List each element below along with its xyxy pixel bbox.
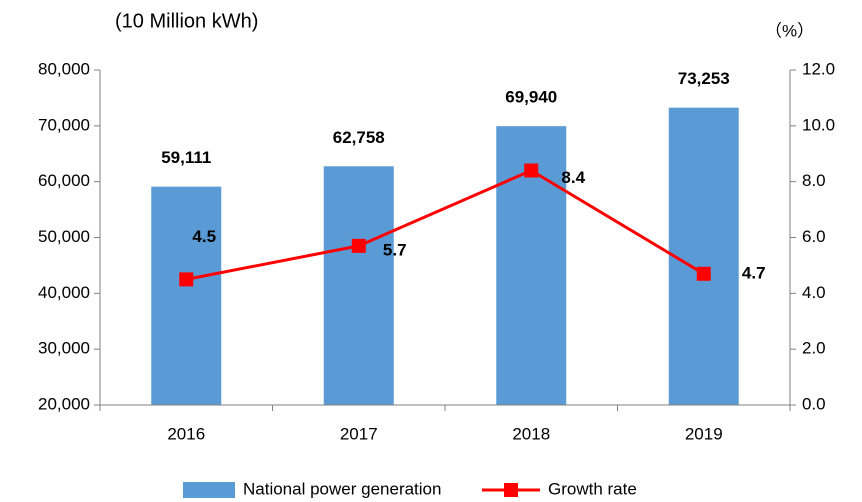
y-tick-label: 80,000 bbox=[38, 59, 90, 78]
y2-tick-label: 6.0 bbox=[802, 227, 826, 246]
x-tick-label: 2018 bbox=[512, 424, 550, 443]
y2-tick-label: 10.0 bbox=[802, 115, 835, 134]
legend-swatch bbox=[183, 482, 235, 498]
bar bbox=[151, 186, 222, 405]
line bbox=[185, 168, 705, 281]
x-tick-label: 2016 bbox=[167, 424, 205, 443]
line-marker bbox=[351, 238, 366, 253]
bar-value-label: 73,253 bbox=[678, 69, 730, 88]
y-tick-label: 60,000 bbox=[38, 171, 90, 190]
y-tick-label: 50,000 bbox=[38, 227, 90, 246]
bar-value-label: 59,111 bbox=[161, 148, 211, 167]
y2-tick-label: 8.0 bbox=[802, 171, 826, 190]
line-value-label: 4.7 bbox=[742, 263, 766, 282]
line-value-label: 4.5 bbox=[192, 227, 216, 246]
line-value-label: 5.7 bbox=[383, 240, 407, 259]
bar bbox=[323, 166, 394, 405]
line-marker bbox=[524, 163, 539, 178]
legend-marker bbox=[504, 483, 518, 497]
y2-tick-label: 0.0 bbox=[802, 394, 826, 413]
y-tick-label: 30,000 bbox=[38, 339, 90, 358]
line-marker bbox=[696, 266, 711, 281]
legend-label: Growth rate bbox=[548, 479, 637, 498]
line-value-label: 8.4 bbox=[561, 168, 585, 187]
y2-tick-label: 12.0 bbox=[802, 59, 835, 78]
line-marker bbox=[179, 272, 194, 287]
y-tick-label: 40,000 bbox=[38, 283, 90, 302]
bar-value-label: 69,940 bbox=[505, 88, 557, 107]
y-axis-label: (10 Million kWh) bbox=[115, 10, 258, 32]
y-tick-label: 20,000 bbox=[38, 394, 90, 413]
x-tick-label: 2017 bbox=[340, 424, 378, 443]
legend-label: National power generation bbox=[243, 479, 441, 498]
y2-tick-label: 4.0 bbox=[802, 283, 826, 302]
y2-tick-label: 2.0 bbox=[802, 339, 826, 358]
y2-axis-label: （%） bbox=[765, 21, 814, 40]
bar-value-label: 62,758 bbox=[333, 128, 385, 147]
bar bbox=[668, 107, 739, 406]
x-tick-label: 2019 bbox=[685, 424, 723, 443]
y-tick-label: 70,000 bbox=[38, 115, 90, 134]
